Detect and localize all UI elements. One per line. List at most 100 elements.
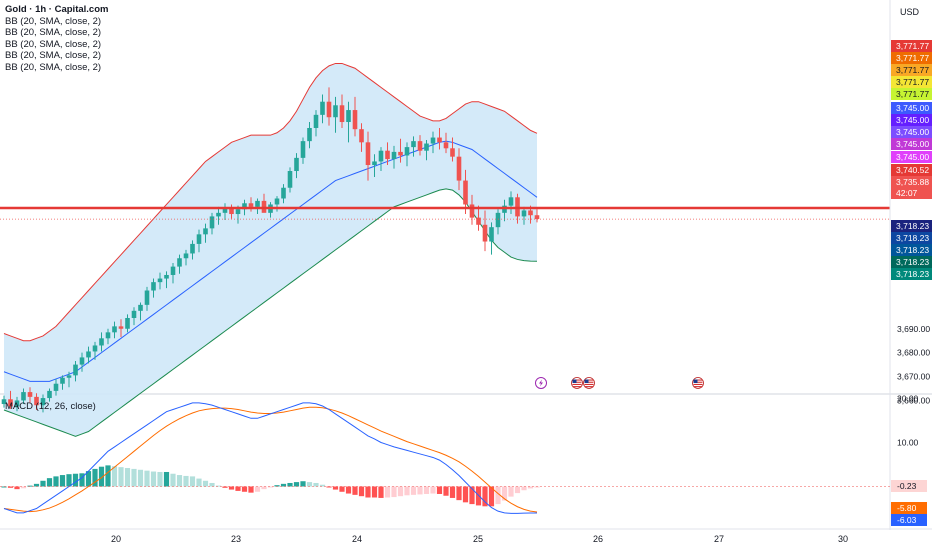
candle-body[interactable] bbox=[118, 326, 124, 329]
candle-body[interactable] bbox=[177, 258, 182, 267]
bb-indicator-label[interactable]: BB (20, SMA, close, 2) bbox=[5, 50, 102, 62]
candle-body[interactable] bbox=[92, 345, 98, 352]
candle-body[interactable] bbox=[209, 216, 215, 229]
macd-axis[interactable]: 20.00 10.00 -0.23 -5.80 -6.03 bbox=[891, 394, 927, 527]
candle-body[interactable] bbox=[326, 101, 332, 118]
price-label-tag[interactable] bbox=[891, 176, 932, 188]
candle-body[interactable] bbox=[482, 224, 488, 242]
price-axis[interactable]: 3,800.003,690.003,680.003,670.003,660.00… bbox=[889, 0, 932, 530]
candle-body[interactable] bbox=[274, 198, 280, 205]
candle-body[interactable] bbox=[14, 400, 20, 407]
candle-body[interactable] bbox=[73, 364, 78, 376]
candle-body[interactable] bbox=[203, 228, 208, 235]
price-label-tag[interactable] bbox=[891, 187, 932, 199]
candle-body[interactable] bbox=[534, 215, 540, 220]
candle-body[interactable] bbox=[27, 392, 33, 397]
candle-body[interactable] bbox=[235, 209, 241, 215]
candle-body[interactable] bbox=[437, 137, 442, 143]
candle-body[interactable] bbox=[398, 151, 403, 156]
candle-body[interactable] bbox=[346, 110, 351, 123]
candle-body[interactable] bbox=[313, 114, 319, 128]
candle-body[interactable] bbox=[216, 212, 221, 217]
candle-body[interactable] bbox=[34, 396, 39, 406]
candle-body[interactable] bbox=[391, 151, 397, 160]
candle-body[interactable] bbox=[99, 338, 104, 346]
price-label-tag[interactable] bbox=[891, 88, 932, 100]
candle-body[interactable] bbox=[196, 234, 202, 244]
macd-label[interactable]: MACD (12, 26, close) bbox=[5, 401, 96, 412]
candle-body[interactable] bbox=[255, 200, 260, 207]
bb-indicator-label[interactable]: BB (20, SMA, close, 2) bbox=[5, 27, 102, 39]
price-label-tag[interactable] bbox=[891, 138, 932, 150]
candle-body[interactable] bbox=[424, 143, 429, 151]
price-label-tag[interactable] bbox=[891, 244, 932, 256]
candle-body[interactable] bbox=[411, 141, 416, 148]
price-label-tag[interactable] bbox=[891, 64, 932, 76]
price-label-tag[interactable] bbox=[891, 164, 932, 176]
candle-body[interactable] bbox=[320, 101, 325, 115]
macd-label-tag[interactable] bbox=[891, 514, 927, 526]
candle-body[interactable] bbox=[151, 282, 156, 291]
lightning-event-icon[interactable] bbox=[535, 377, 547, 389]
candle-body[interactable] bbox=[190, 243, 195, 254]
price-label-tag[interactable] bbox=[891, 76, 932, 88]
us-flag-event-icon[interactable] bbox=[583, 377, 595, 389]
candle-body[interactable] bbox=[138, 304, 143, 311]
candle-body[interactable] bbox=[229, 208, 234, 215]
candle-body[interactable] bbox=[287, 171, 293, 188]
candle-body[interactable] bbox=[47, 390, 52, 399]
candle-body[interactable] bbox=[521, 210, 527, 217]
candle-body[interactable] bbox=[105, 332, 111, 339]
candle-body[interactable] bbox=[508, 197, 514, 206]
candle-body[interactable] bbox=[242, 203, 247, 210]
symbol-title[interactable]: Gold · 1h · Capital.com bbox=[5, 4, 109, 15]
candle-body[interactable] bbox=[86, 351, 91, 358]
candle-body[interactable] bbox=[404, 147, 410, 156]
price-label-tag[interactable] bbox=[891, 232, 932, 244]
macd-label-tag[interactable] bbox=[891, 480, 927, 492]
candle-body[interactable] bbox=[164, 274, 169, 279]
bb-indicator-label[interactable]: BB (20, SMA, close, 2) bbox=[5, 15, 102, 27]
price-label-tag[interactable] bbox=[891, 52, 932, 64]
candle-body[interactable] bbox=[66, 375, 72, 378]
price-label-tag[interactable] bbox=[891, 102, 932, 114]
candle-body[interactable] bbox=[294, 157, 299, 172]
candle-body[interactable] bbox=[430, 137, 436, 144]
macd-pane[interactable] bbox=[0, 402, 890, 514]
price-label-tag[interactable] bbox=[891, 126, 932, 138]
price-label-tag[interactable] bbox=[891, 114, 932, 126]
candle-body[interactable] bbox=[443, 142, 449, 149]
candle-body[interactable] bbox=[489, 227, 494, 242]
candle-body[interactable] bbox=[528, 210, 533, 216]
candle-body[interactable] bbox=[417, 141, 423, 151]
candle-body[interactable] bbox=[8, 399, 13, 407]
events-layer[interactable] bbox=[535, 377, 704, 389]
candle-body[interactable] bbox=[359, 129, 364, 143]
price-label-tag[interactable] bbox=[891, 40, 932, 52]
candle-body[interactable] bbox=[112, 326, 117, 333]
price-label-tag[interactable] bbox=[891, 151, 932, 163]
candle-body[interactable] bbox=[495, 212, 501, 228]
candle-body[interactable] bbox=[21, 392, 26, 401]
candle-body[interactable] bbox=[60, 377, 65, 384]
price-label-tag[interactable] bbox=[891, 268, 932, 280]
currency-label[interactable]: USD bbox=[900, 7, 920, 17]
candle-body[interactable] bbox=[79, 357, 85, 365]
macd-label-tag[interactable] bbox=[891, 502, 927, 514]
candle-body[interactable] bbox=[281, 187, 286, 199]
candle-body[interactable] bbox=[144, 290, 150, 305]
candle-body[interactable] bbox=[1, 399, 7, 405]
candle-body[interactable] bbox=[170, 266, 176, 275]
candle-body[interactable] bbox=[339, 105, 345, 123]
candle-body[interactable] bbox=[157, 278, 163, 283]
us-flag-event-icon[interactable] bbox=[571, 377, 583, 389]
candle-body[interactable] bbox=[333, 105, 338, 118]
candle-body[interactable] bbox=[125, 317, 130, 329]
bb-indicator-label[interactable]: BB (20, SMA, close, 2) bbox=[5, 38, 102, 50]
candle-body[interactable] bbox=[372, 161, 377, 166]
candle-body[interactable] bbox=[183, 253, 189, 259]
candle-body[interactable] bbox=[300, 141, 306, 158]
candle-body[interactable] bbox=[307, 127, 312, 142]
candle-body[interactable] bbox=[456, 156, 462, 181]
